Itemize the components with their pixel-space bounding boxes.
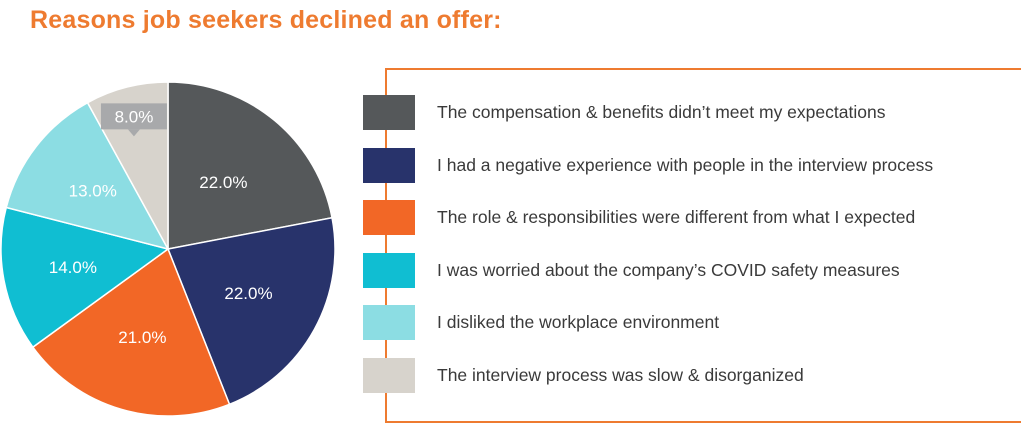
slice-value-label: 14.0% [49,258,97,277]
legend-swatch [363,305,415,341]
pie-slice [5,101,170,251]
legend-item: The interview process was slow & disorga… [363,357,933,393]
legend-label: I was worried about the company’s COVID … [437,259,900,280]
legend-swatch [363,200,415,236]
pie-slice [31,247,231,417]
legend-item: I disliked the workplace environment [363,305,933,341]
callout-pointer [127,129,140,137]
legend-label: The compensation & benefits didn’t meet … [437,102,886,122]
legend-swatch [363,252,415,288]
legend-label: I had a negative experience with people … [437,154,934,175]
legend-label: The interview process was slow & disorga… [437,364,804,385]
legend-item: The role & responsibilities were differe… [363,200,933,236]
pie-slice [166,216,336,406]
slice-value-label: 22.0% [224,284,272,303]
legend-frame [385,68,1021,423]
legend-label: I disliked the workplace environment [437,312,720,333]
slice-value-label: 22.0% [199,173,247,192]
slice-value-label: 13.0% [69,182,117,201]
legend-label: The role & responsibilities were differe… [437,207,916,228]
pie-slice [0,206,170,349]
slice-value-label: 8.0% [115,107,154,126]
pie-slice [167,81,333,250]
legend-item: I was worried about the company’s COVID … [363,252,933,288]
slice-value-label: 21.0% [118,328,166,347]
legend: The compensation & benefits didn’t meet … [363,95,933,411]
legend-swatch [363,95,415,130]
chart-title: Reasons job seekers declined an offer: [30,6,502,34]
legend-swatch [363,357,415,393]
legend-item: I had a negative experience with people … [363,147,934,183]
callout-box [100,103,167,130]
legend-item: The compensation & benefits didn’t meet … [363,95,933,130]
pie-chart: 22.0% 22.0% 21.0% 14.0% 13.0% 8.0% [0,81,336,417]
legend-swatch [363,147,415,183]
